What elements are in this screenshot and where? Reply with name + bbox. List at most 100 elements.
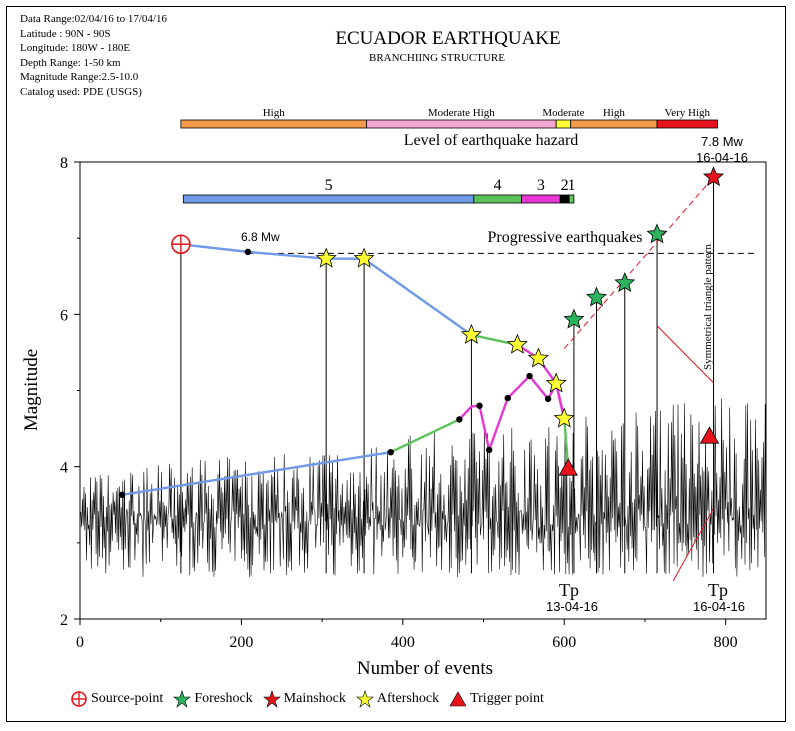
hazard-segment-label: Moderate High (428, 107, 495, 119)
trigger-point-triangle (558, 458, 578, 476)
branch-segment (559, 194, 570, 204)
legend-label-trigger: Trigger point (470, 691, 544, 706)
branch-line-green-lower (390, 418, 460, 454)
axes-frame (79, 161, 767, 620)
aftershock-star (506, 333, 528, 354)
info-line: Data Range:02/04/16 to 17/04/16 (20, 13, 167, 25)
branch-segment (182, 194, 475, 204)
branch-segment-label: 4 (494, 177, 502, 194)
progressive-trend-line (563, 176, 714, 349)
tp1-date: 13-04-16 (546, 599, 598, 614)
x-tick-label: 800 (714, 634, 738, 651)
foreshock-star (646, 223, 668, 244)
y-axis-label: Magnitude (21, 349, 42, 431)
info-line: Catalog used: PDE (USGS) (20, 85, 142, 98)
legend: Source-point Foreshock Mainshock Aftersh… (70, 690, 548, 708)
mainshock-star-icon (262, 690, 281, 708)
y-tick-label: 4 (60, 460, 68, 477)
hazard-segment-label: High (263, 107, 286, 119)
hazard-segment (570, 119, 658, 129)
branch-node-dot (456, 416, 463, 423)
y-tick-label: 8 (60, 155, 68, 172)
hazard-segment (366, 119, 557, 129)
x-tick-label: 400 (391, 634, 415, 651)
info-line: Latitude : 90N - 90S (20, 27, 111, 40)
figure-frame (6, 6, 786, 722)
aftershock-star (545, 372, 567, 393)
info-line: Depth Range: 1-50 km (20, 56, 121, 69)
hazard-segment-label: High (603, 107, 626, 119)
x-tick-label: 200 (229, 634, 253, 651)
annotation-mainshock-date: 16-04-16 (696, 150, 748, 165)
branch-node-dot (476, 402, 483, 409)
hazard-segment-label: Moderate (542, 107, 584, 119)
triangle-line-upper (656, 325, 714, 384)
branch-segment-label: 3 (537, 177, 545, 194)
branch-segment-label: 5 (325, 177, 333, 194)
aftershock-star (553, 407, 575, 428)
annotation-6-8-mw: 6.8 Mw (241, 230, 280, 244)
hazard-segment (656, 119, 718, 129)
branch-segment-label: 1 (567, 177, 575, 194)
foreshock-star (586, 286, 607, 307)
plot-area: 0 200 400 600 800 2 4 6 8 (60, 155, 767, 651)
aftershock-star (353, 247, 375, 268)
branch-node-dot (387, 448, 394, 456)
info-line: Magnitude Range:2.5-10.0 (20, 71, 139, 83)
source-point-icon (71, 691, 87, 707)
branch-node-dot (504, 394, 511, 402)
annotation-7-8-mw: 7.8 Mw (701, 134, 744, 149)
hazard-segment (180, 119, 367, 129)
tp2-label: Tp (708, 580, 728, 600)
branch-segment (568, 194, 575, 204)
chart-title: ECUADOR EARTHQUAKE (335, 28, 560, 49)
hazard-segment (555, 119, 572, 129)
hazard-segment-label: Very High (665, 107, 711, 119)
aftershock-star (527, 347, 549, 368)
aftershock-star-icon (356, 690, 374, 708)
x-tick-label: 0 (76, 634, 84, 651)
foreshock-star (614, 272, 636, 293)
annotation-triangle-pattern: Symmetrical triangle pattern (702, 244, 714, 370)
chart-subtitle: BRANCHIING STRUCTURE (369, 52, 505, 64)
y-tick-label: 2 (60, 612, 68, 629)
magnitude-series (79, 398, 767, 578)
legend-label-aftershock: Aftershock (376, 691, 440, 706)
legend-item-mainshock: Mainshock (262, 690, 346, 708)
x-axis-label: Number of events (357, 658, 493, 679)
legend-item-source: Source-point (70, 690, 163, 708)
aftershock-star (315, 247, 337, 268)
branch-node-dot (526, 372, 533, 380)
legend-label-mainshock: Mainshock (283, 691, 346, 706)
foreshock-star-icon (173, 690, 192, 708)
branch-node-dot (544, 395, 552, 403)
branch-node-dot (485, 446, 493, 454)
branch-node-dot (244, 248, 252, 256)
legend-item-trigger: Trigger point (449, 690, 544, 708)
trigger-point-triangle (699, 426, 720, 444)
legend-item-foreshock: Foreshock (173, 690, 253, 708)
legend-label-foreshock: Foreshock (194, 691, 253, 706)
mainshock-star (702, 166, 725, 187)
info-line: Longitude: 180W - 180E (20, 42, 131, 54)
foreshock-star (563, 308, 585, 329)
catalog-info: Data Range:02/04/16 to 17/04/16 Latitude… (20, 12, 167, 99)
trigger-triangle-icon (449, 691, 467, 707)
hazard-bar-title: Level of earthquake hazard (404, 132, 579, 149)
branch-segment (473, 194, 522, 204)
tp1-label: Tp (559, 580, 579, 600)
x-tick-label: 600 (552, 634, 576, 651)
y-tick-label: 6 (60, 307, 68, 324)
triangle-line-lower (672, 508, 714, 582)
branch-segment (521, 194, 561, 204)
legend-item-aftershock: Aftershock (356, 690, 439, 708)
legend-label-source: Source-point (91, 691, 164, 706)
hazard-bar: High Moderate High Moderate High Very High (180, 107, 718, 129)
branch-node-dot (118, 491, 126, 499)
branch-line-blue-lower (121, 451, 391, 497)
tp2-date: 16-04-16 (693, 599, 745, 614)
annotation-progressive: Progressive earthquakes (487, 229, 642, 246)
aftershock-star (460, 323, 482, 344)
branch-segment-label: 2 (561, 177, 569, 194)
